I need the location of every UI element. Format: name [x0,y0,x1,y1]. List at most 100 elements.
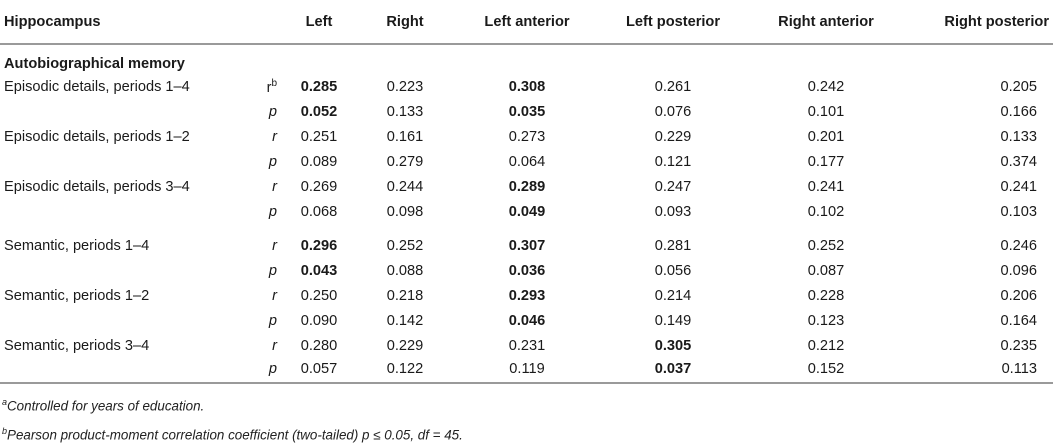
correlation-table-container: Hippocampus Left Right Left anterior Lef… [0,0,1053,384]
cell-left: 0.280 [300,337,338,354]
stat-symbol: r [272,237,277,254]
cell-left: 0.296 [300,237,338,254]
row-label [0,149,235,174]
cell-right-anterior: 0.228 [807,287,845,304]
header-left-posterior: Left posterior [599,0,747,45]
row-label [0,258,235,283]
stat-symbol-cell: r [235,333,283,358]
cell-left-anterior: 0.046 [508,312,546,329]
cell-left-anterior: 0.293 [508,287,546,304]
table-row: p 0.090 0.142 0.046 0.149 0.123 0.164 [0,308,1053,333]
cell-left: 0.251 [300,128,338,145]
table-row: p 0.068 0.098 0.049 0.093 0.102 0.103 [0,199,1053,224]
table-row: Semantic, periods 1–2 r 0.250 0.218 0.293 0.2… [0,283,1053,308]
footnote-a: aControlled for years of education. [2,389,463,418]
row-label: Semantic, periods 1–4 [4,237,150,254]
table-row: p 0.057 0.122 0.119 0.037 0.152 0.113 [0,358,1053,384]
stat-symbol: p [268,361,277,377]
stat-symbol-cell: p [235,308,283,333]
stat-symbol-cell: p [235,199,283,224]
cell-right: 0.088 [386,262,424,279]
cell-left: 0.269 [300,178,338,195]
cell-left-posterior: 0.261 [654,78,692,95]
cell-right-anterior: 0.102 [807,203,845,220]
cell-left-anterior: 0.273 [508,128,546,145]
cell-left-anterior: 0.064 [508,153,546,170]
cell-right-posterior: 0.206 [1000,287,1037,304]
footnote-mark: a [2,397,8,407]
stat-symbol: p [268,103,277,120]
stat-symbol: p [268,312,277,329]
cell-left: 0.068 [300,203,338,220]
cell-right-posterior: 0.235 [1000,337,1037,354]
stat-symbol: p [268,153,277,170]
stat-symbol: r [272,128,277,145]
cell-left: 0.052 [300,103,338,120]
cell-left-anterior: 0.308 [508,78,546,95]
stat-symbol-cell: p [235,99,283,124]
cell-right-posterior: 0.096 [1000,262,1037,279]
cell-right: 0.252 [386,237,424,254]
table-row: Episodic details, periods 3–4 r 0.269 0.244… [0,174,1053,199]
cell-right-anterior: 0.242 [807,78,845,95]
stat-symbol-cell: p [235,149,283,174]
table-row: Episodic details, periods 1–4 rb 0.285 0.22… [0,74,1053,99]
stat-symbol-cell: rb [235,74,283,99]
cell-left-posterior: 0.093 [654,203,692,220]
cell-right-posterior: 0.133 [1000,128,1037,145]
cell-right-posterior: 0.241 [1000,178,1037,195]
cell-right-anterior: 0.152 [747,358,905,384]
stat-symbol-cell: p [235,358,283,384]
cell-left: 0.043 [300,262,338,279]
row-label [0,358,235,384]
row-label: Episodic details, periods 1–4 [4,78,190,95]
cell-right-anterior: 0.252 [807,237,845,254]
header-hippocampus: Hippocampus [0,0,235,45]
cell-right-posterior: 0.166 [1000,103,1037,120]
table-row: Episodic details, periods 1–2 r 0.251 0.161… [0,124,1053,149]
section-row: Autobiographical memory [0,44,1053,74]
header-stat [235,0,283,45]
cell-right-anterior: 0.212 [807,337,845,354]
cell-right-anterior: 0.201 [807,128,845,145]
cell-right-anterior: 0.177 [807,153,845,170]
cell-right: 0.223 [386,78,424,95]
cell-left-posterior: 0.056 [654,262,692,279]
stat-symbol-cell: r [235,174,283,199]
table-row: p 0.043 0.088 0.036 0.056 0.087 0.096 [0,258,1053,283]
cell-right-posterior: 0.113 [905,358,1053,384]
cell-right-posterior: 0.164 [1000,312,1037,329]
table-row: Semantic, periods 1–4 r 0.296 0.252 0.307 0.2… [0,224,1053,258]
cell-right-posterior: 0.103 [1000,203,1037,220]
cell-left: 0.090 [300,312,338,329]
cell-left-anterior: 0.035 [508,103,546,120]
cell-left-anterior: 0.049 [508,203,546,220]
stat-symbol-cell: r [235,124,283,149]
cell-left: 0.250 [300,287,338,304]
table-row: p 0.089 0.279 0.064 0.121 0.177 0.374 [0,149,1053,174]
footnote-b: bPearson product-moment correlation coef… [2,418,463,447]
cell-right-anterior: 0.087 [807,262,845,279]
table-row: Semantic, periods 3–4 r 0.280 0.229 0.231 0.3… [0,333,1053,358]
stat-symbol-cell: r [235,224,283,258]
cell-right: 0.122 [355,358,455,384]
cell-right-posterior: 0.374 [1000,153,1037,170]
cell-left-anterior: 0.036 [508,262,546,279]
header-right-posterior: Right posterior [905,0,1053,45]
cell-right-posterior: 0.246 [1000,237,1037,254]
cell-left-anterior: 0.289 [508,178,546,195]
cell-left-posterior: 0.214 [654,287,692,304]
stat-symbol: p [268,262,277,279]
row-label [0,308,235,333]
cell-right: 0.279 [386,153,424,170]
stat-symbol: r [272,287,277,304]
cell-left-anterior: 0.119 [455,358,599,384]
cell-left: 0.089 [300,153,338,170]
header-row: Hippocampus Left Right Left anterior Lef… [0,0,1053,45]
stat-symbol: r [272,337,277,354]
row-label: Episodic details, periods 3–4 [4,178,190,195]
cell-right: 0.244 [386,178,424,195]
cell-right: 0.161 [386,128,424,145]
section-title: Autobiographical memory [4,56,185,72]
stat-symbol-cell: p [235,258,283,283]
